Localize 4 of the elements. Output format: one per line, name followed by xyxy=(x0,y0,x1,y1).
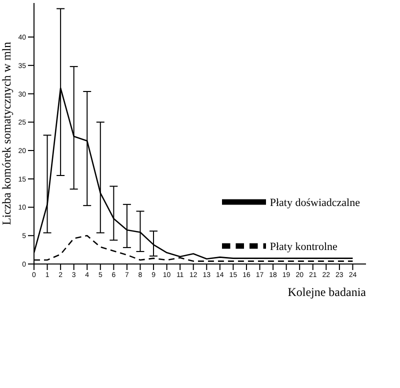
legend-label: Płaty doświadczalne xyxy=(270,196,360,209)
y-axis-title: Liczba komórek somatycznych w mln xyxy=(0,42,14,226)
legend-label: Płaty kontrolne xyxy=(270,240,338,253)
x-axis-title: Kolejne badania xyxy=(288,285,367,299)
